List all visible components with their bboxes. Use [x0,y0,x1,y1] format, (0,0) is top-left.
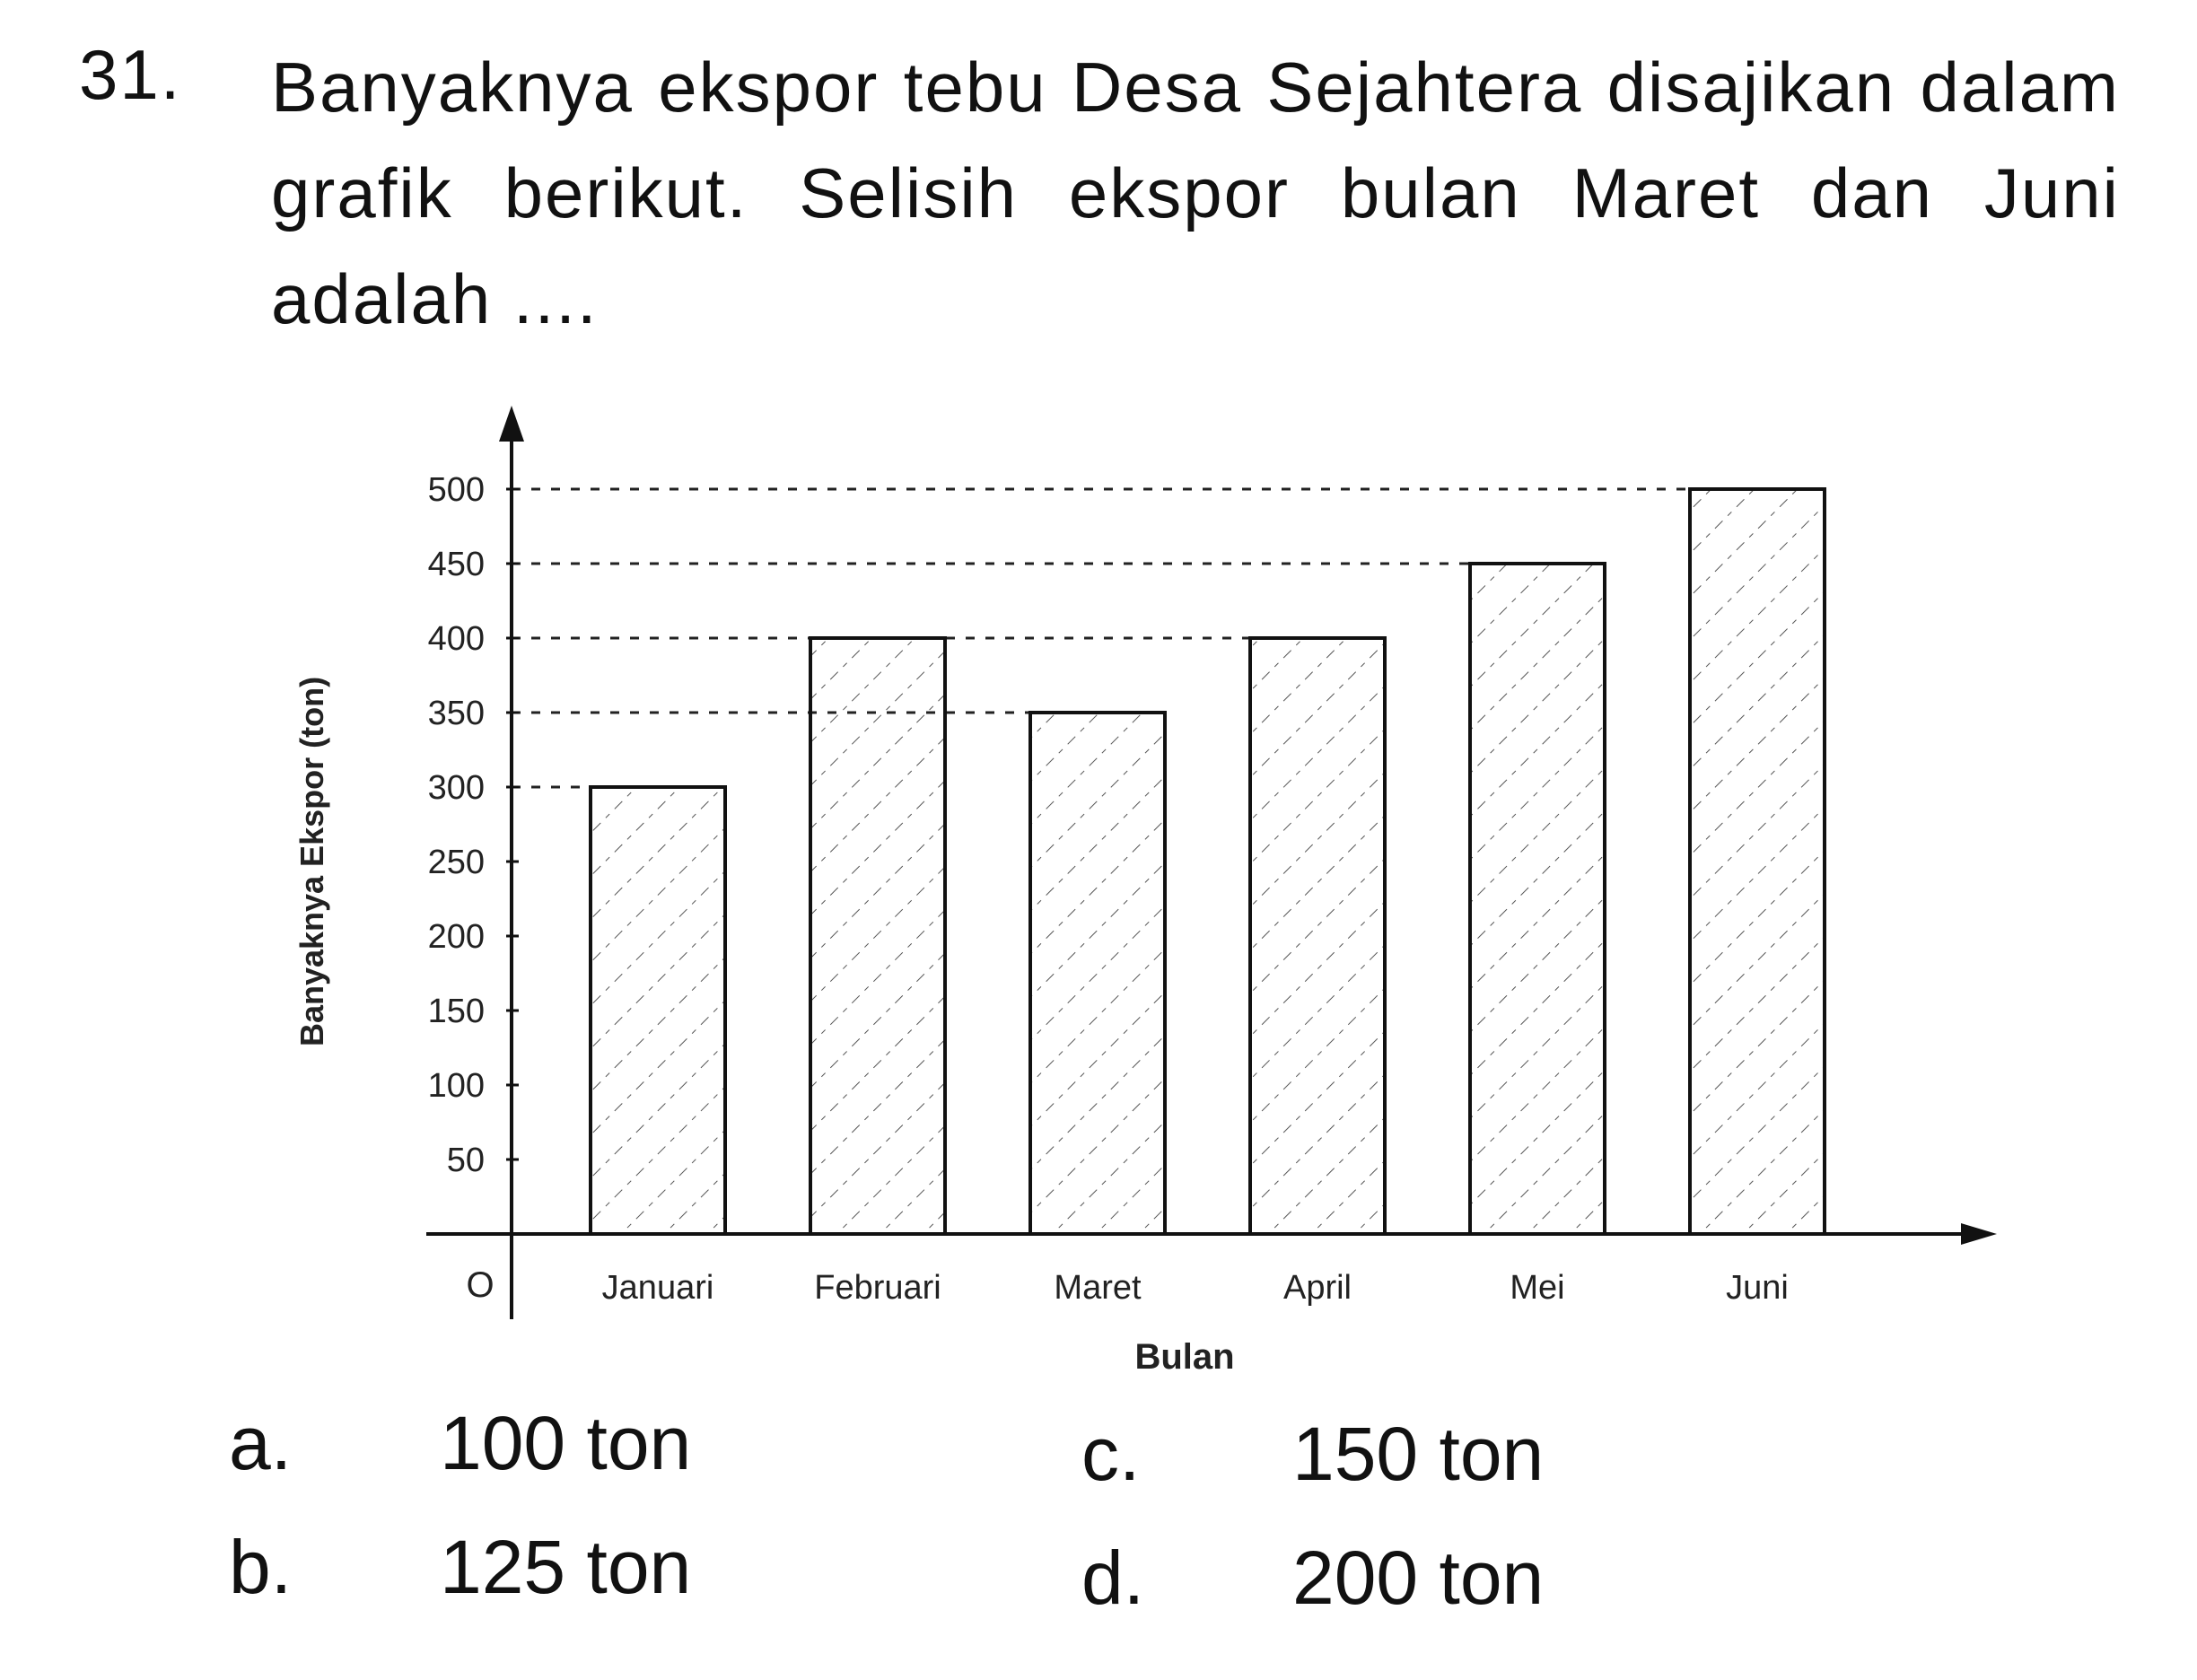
bar-maret [1028,711,1167,1236]
x-axis-arrow-icon [1961,1223,1997,1245]
bar-april [1248,636,1387,1236]
y-axis-title: Banyaknya Ekspor (ton) [293,677,330,1046]
y-tick-label: 50 [447,1142,485,1179]
x-tick-label: Januari [602,1269,714,1307]
option-b-letter: b. [229,1525,293,1609]
y-tick-label: 450 [428,546,485,583]
y-tick-label: 100 [428,1067,485,1105]
x-tick-label: Maret [1054,1269,1142,1307]
origin-label: O [466,1265,494,1305]
y-tick-label: 150 [428,993,485,1030]
option-b-value: 125 ton [440,1525,692,1609]
y-tick-label: 500 [428,471,485,509]
x-tick-label: April [1283,1269,1352,1307]
x-tick-label: Mei [1510,1269,1564,1307]
y-tick-label: 200 [428,918,485,956]
question-number: 31. [79,35,182,114]
option-a-letter: a. [229,1401,293,1485]
y-tick-label: 300 [428,769,485,807]
option-a-value: 100 ton [440,1401,692,1485]
option-d-value: 200 ton [1292,1536,1545,1620]
y-tick-label: 350 [428,695,485,732]
answer-options: a. 100 ton b. 125 ton c. 150 ton d. 200 … [229,1400,1755,1633]
x-tick-label: Februari [814,1269,941,1307]
y-tick-label: 250 [428,844,485,881]
bar-chart: O 50 100 150 200 250 300 350 400 450 500 Januari Feb… [251,395,2010,1382]
bar-januari [589,785,727,1236]
option-c-letter: c. [1081,1412,1141,1496]
x-axis-title: Bulan [1134,1337,1234,1377]
x-tick-label: Juni [1726,1269,1789,1307]
option-c-value: 150 ton [1292,1412,1545,1496]
chart-svg: O 50 100 150 200 250 300 350 400 450 500 Januari Feb… [293,406,1997,1377]
bar-februari [809,636,947,1236]
bar-mei [1468,562,1606,1236]
y-tick-label: 400 [428,620,485,658]
option-d-letter: d. [1081,1536,1145,1620]
bar-juni [1688,487,1826,1236]
y-axis-arrow-icon [499,406,524,442]
question-text: Banyaknya ekspor tebu Desa Sejahtera dis… [271,48,2120,338]
